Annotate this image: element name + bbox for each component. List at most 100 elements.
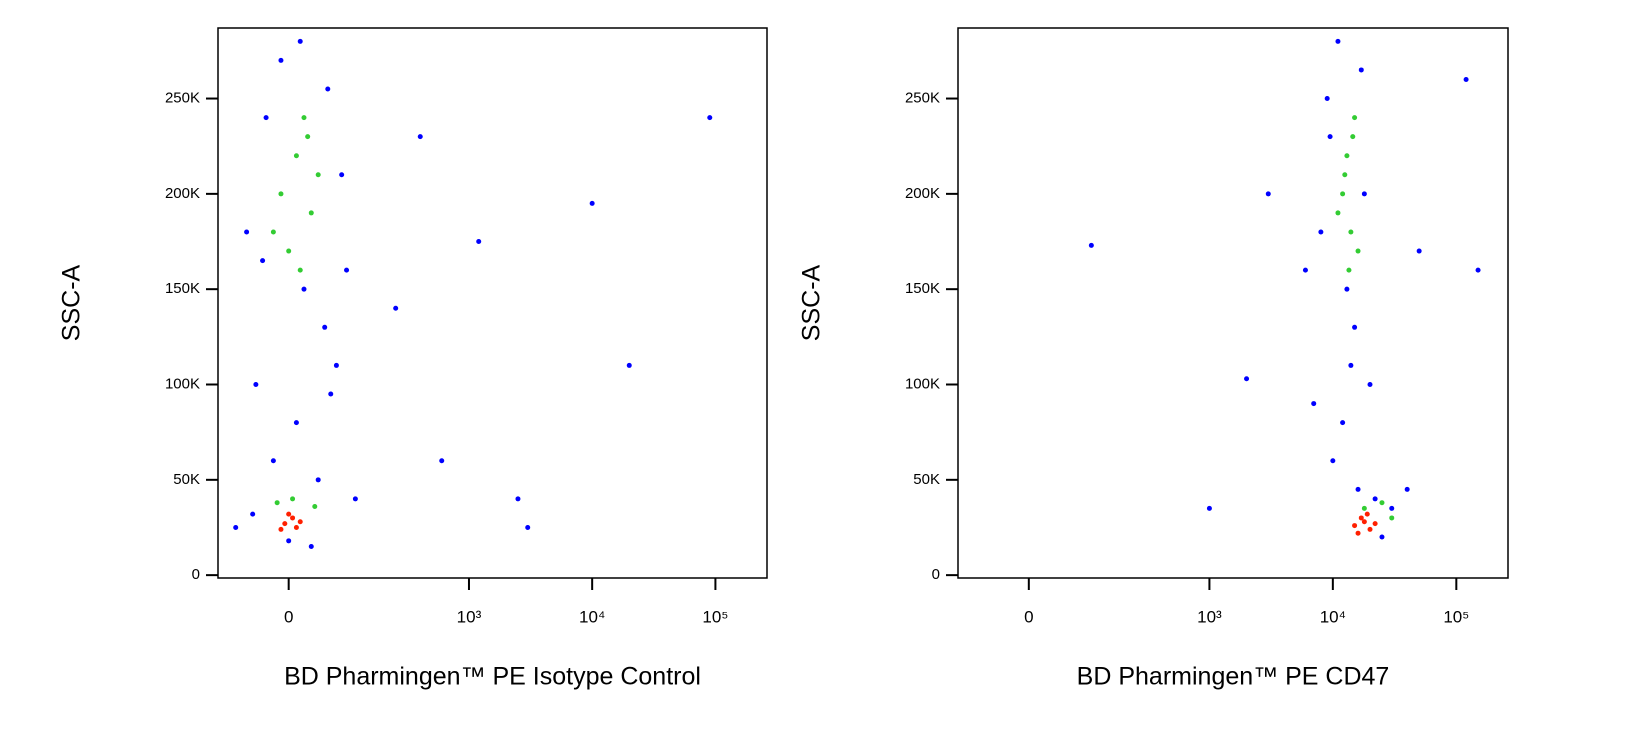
- y-tick-label: 100K: [165, 375, 200, 392]
- event-point: [1355, 248, 1361, 254]
- event-point: [253, 381, 259, 387]
- event-point: [1342, 172, 1348, 178]
- event-point: [515, 496, 521, 502]
- event-point: [1324, 96, 1330, 102]
- event-point: [290, 496, 296, 502]
- y-tick-label: 200K: [165, 185, 200, 202]
- event-point: [263, 115, 269, 121]
- x-tick-label: 10⁴: [579, 607, 605, 626]
- event-point: [1364, 511, 1370, 517]
- x-axis-title: BD Pharmingen™ PE Isotype Control: [284, 663, 701, 691]
- event-point: [328, 391, 334, 397]
- x-tick-label: 0: [284, 607, 293, 626]
- event-point: [305, 134, 311, 140]
- event-point: [1463, 76, 1469, 82]
- event-point: [1302, 267, 1308, 273]
- event-point: [1350, 134, 1356, 140]
- event-point: [1346, 267, 1352, 273]
- event-point: [293, 524, 299, 530]
- event-point: [1352, 115, 1358, 121]
- x-tick-label: 10⁵: [702, 607, 728, 626]
- event-point: [1335, 38, 1341, 44]
- event-point: [1088, 242, 1094, 248]
- event-point: [1340, 191, 1346, 197]
- x-axis-title: BD Pharmingen™ PE CD47: [1077, 663, 1390, 691]
- event-point: [282, 521, 288, 527]
- x-tick-label: 10⁴: [1320, 607, 1346, 626]
- event-point: [301, 286, 307, 292]
- event-point: [1335, 210, 1341, 216]
- event-point: [1311, 401, 1317, 407]
- event-point: [297, 519, 303, 525]
- event-point: [274, 500, 280, 506]
- event-point: [1330, 458, 1336, 464]
- event-point: [290, 515, 296, 521]
- y-tick-label: 150K: [165, 280, 200, 297]
- event-point: [589, 200, 595, 206]
- event-point: [301, 115, 307, 121]
- event-point: [250, 511, 256, 517]
- event-point: [1475, 267, 1481, 273]
- event-point: [525, 524, 531, 530]
- event-point: [1206, 505, 1212, 511]
- y-tick-label: 200K: [905, 185, 940, 202]
- event-point: [439, 458, 445, 464]
- event-point: [352, 496, 358, 502]
- event-point: [260, 258, 266, 264]
- event-point: [293, 153, 299, 159]
- event-point: [1379, 534, 1385, 540]
- event-point: [417, 134, 423, 140]
- event-point: [339, 172, 345, 178]
- plot-frame: [217, 27, 768, 579]
- y-tick-label: 100K: [905, 375, 940, 392]
- event-point: [1352, 523, 1358, 529]
- event-point: [1404, 486, 1410, 492]
- x-tick-label: 10³: [457, 607, 482, 626]
- event-point: [333, 362, 339, 368]
- event-point: [1348, 229, 1354, 235]
- event-point: [1389, 515, 1395, 521]
- event-point: [1389, 505, 1395, 511]
- event-point: [1379, 500, 1385, 506]
- event-point: [278, 191, 284, 197]
- event-point: [325, 86, 331, 92]
- event-point: [1344, 286, 1350, 292]
- event-point: [1355, 530, 1361, 536]
- event-point: [286, 248, 292, 254]
- event-point: [1355, 486, 1361, 492]
- y-tick-label: 250K: [905, 90, 940, 107]
- event-point: [308, 210, 314, 216]
- plot-frame: [957, 27, 1509, 579]
- event-point: [297, 38, 303, 44]
- event-point: [1352, 324, 1358, 330]
- event-point: [626, 362, 632, 368]
- event-point: [1361, 505, 1367, 511]
- event-point: [393, 305, 399, 311]
- y-tick-label: 50K: [913, 471, 940, 488]
- event-point: [286, 538, 292, 544]
- event-point: [1367, 526, 1373, 532]
- event-point: [1372, 521, 1378, 527]
- event-point: [270, 458, 276, 464]
- event-point: [233, 524, 239, 530]
- event-point: [1416, 248, 1422, 254]
- event-point: [278, 57, 284, 63]
- y-tick-label: 50K: [173, 471, 200, 488]
- event-point: [1265, 191, 1271, 197]
- event-point: [1358, 515, 1364, 521]
- event-point: [1340, 420, 1346, 426]
- y-axis-title: SSC-A: [798, 264, 826, 341]
- event-point: [315, 477, 321, 483]
- y-tick-label: 0: [192, 566, 200, 583]
- y-tick-label: 0: [932, 566, 940, 583]
- event-point: [315, 172, 321, 178]
- event-point: [1367, 381, 1373, 387]
- x-tick-label: 10⁵: [1443, 607, 1469, 626]
- event-point: [344, 267, 350, 273]
- event-point: [270, 229, 276, 235]
- event-point: [1244, 376, 1250, 382]
- event-point: [312, 504, 318, 510]
- y-tick-label: 150K: [905, 280, 940, 297]
